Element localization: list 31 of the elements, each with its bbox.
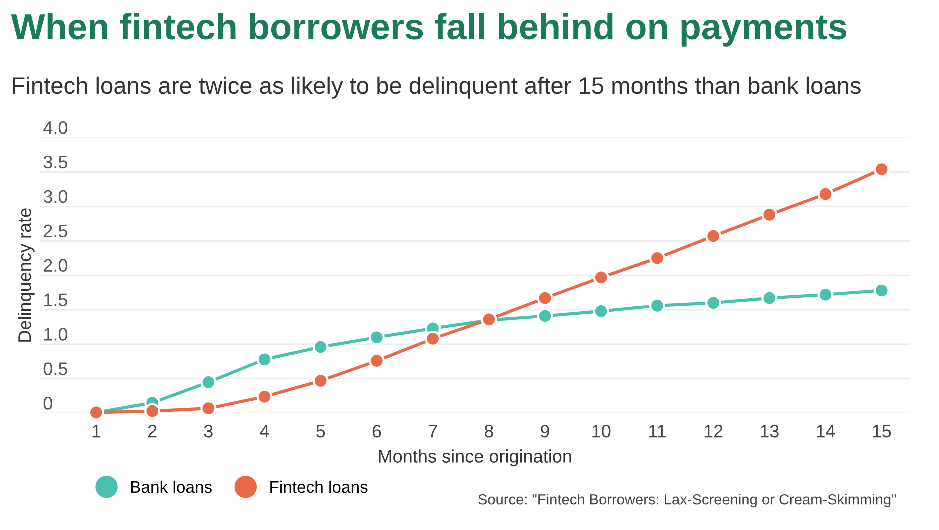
- x-tick-label: 14: [817, 425, 836, 438]
- x-tick-label: 15: [873, 425, 892, 438]
- chart-subtitle: Fintech loans are twice as likely to be delinquent after 15 months than bank loans: [13, 76, 861, 99]
- x-axis-title: Months since origination: [379, 450, 572, 467]
- y-axis-title: Delinquency rate: [18, 208, 35, 342]
- y-tick-label: 2.0: [44, 259, 68, 272]
- x-tick-label: 1: [92, 425, 101, 438]
- x-tick-label: 4: [260, 425, 270, 438]
- x-tick-label: 2: [148, 424, 157, 438]
- x-tick-label: 10: [592, 424, 611, 438]
- x-tick-label: 9: [541, 424, 550, 438]
- legend-label: Fintech loans: [270, 480, 368, 494]
- x-tick-label: 13: [760, 424, 779, 438]
- y-tick-label: 0.5: [44, 362, 68, 376]
- x-tick-label: 3: [204, 424, 213, 438]
- x-tick-label: 12: [704, 424, 723, 438]
- y-tick-label: 1.0: [44, 328, 68, 341]
- source-note: Source: "Fintech Borrowers: Lax-Screening or Cream-Skimming": [478, 494, 896, 508]
- x-tick-label: 11: [649, 425, 666, 438]
- chart-title: When fintech borrowers fall behind on payments: [11, 13, 846, 47]
- legend-label: Bank loans: [131, 480, 212, 494]
- x-tick-label: 6: [372, 424, 382, 438]
- y-tick-label: 4.0: [44, 121, 68, 134]
- y-tick-label: 1.5: [44, 294, 68, 306]
- x-tick-label: 7: [428, 425, 438, 438]
- y-tick-label: 2.5: [44, 224, 68, 238]
- y-tick-label: 3.5: [44, 156, 68, 169]
- y-tick-label: 0: [44, 397, 52, 410]
- x-tick-label: 8: [484, 424, 494, 438]
- x-tick-label: 5: [316, 425, 326, 438]
- y-tick-label: 3.0: [44, 190, 68, 204]
